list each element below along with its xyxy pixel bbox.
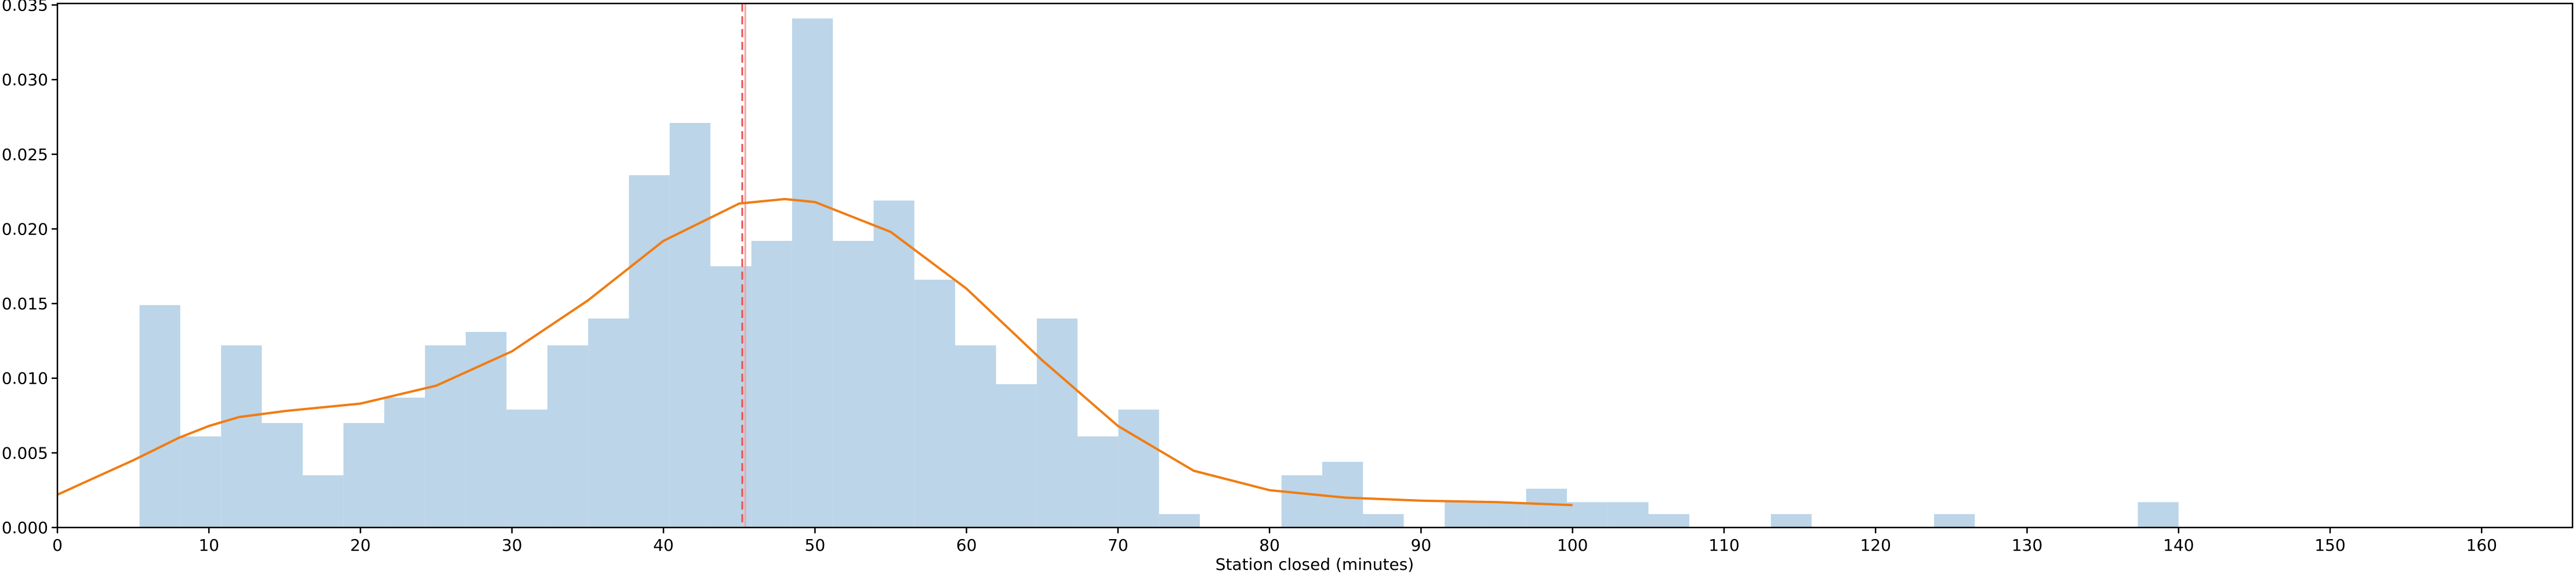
bar [302,475,344,528]
bar [180,436,222,528]
x-tick-label: 140 [2163,536,2194,555]
bar [996,384,1037,528]
bar [2138,502,2179,528]
y-tick-label: 0.025 [2,145,48,164]
bar [1322,461,1363,528]
kde-line [57,198,1573,507]
bar [262,422,303,528]
x-tick-label: 60 [956,536,977,555]
bar [343,422,384,528]
bar [1445,502,1486,528]
x-tick-label: 80 [1259,536,1280,555]
bar [1526,489,1567,528]
bar [1036,318,1078,528]
bar [1566,502,1608,528]
bar [1934,514,1975,528]
bar [384,398,425,528]
x-tick-label: 110 [1708,536,1739,555]
axes-frame [56,2,2574,529]
bar [1159,514,1200,528]
bar [1648,514,1690,528]
x-tick-label: 120 [1860,536,1891,555]
y-tick-label: 0.035 [2,0,48,15]
x-tick-label: 70 [1108,536,1129,555]
bar [792,18,833,528]
x-tick-label: 150 [2314,536,2345,555]
x-tick-label: 50 [805,536,826,555]
bar [547,345,589,528]
bar [751,241,792,528]
x-tick-label: 90 [1411,536,1432,555]
x-tick-label: 100 [1557,536,1588,555]
x-axis-label: Station closed (minutes) [1216,555,1414,574]
bar [506,409,547,528]
y-tick-label: 0.020 [2,219,48,239]
bar [873,200,915,528]
x-tick-label: 160 [2466,536,2497,555]
bar [221,345,262,528]
x-tick-label: 40 [653,536,674,555]
bar [466,331,507,528]
bar [1077,436,1119,528]
bar [833,241,874,528]
bar [425,345,466,528]
bar [955,345,996,528]
bar [629,175,670,528]
y-tick-label: 0.005 [2,443,48,463]
bar [669,122,711,528]
x-tick-label: 130 [2012,536,2042,555]
bar [1485,502,1526,528]
bar [139,305,180,528]
bar [1281,475,1323,528]
x-tick-label: 20 [350,536,371,555]
x-tick-label: 0 [52,536,63,555]
bar [1363,514,1404,528]
y-tick-label: 0.000 [2,518,48,537]
bar [1770,514,1812,528]
bar [914,279,955,528]
bar [1118,409,1159,528]
x-tick-label: 10 [198,536,219,555]
y-tick-label: 0.015 [2,294,48,313]
bar [1608,502,1649,528]
y-tick-label: 0.010 [2,369,48,388]
x-tick-label: 30 [502,536,523,555]
bar [588,318,629,528]
y-tick-label: 0.030 [2,70,48,89]
